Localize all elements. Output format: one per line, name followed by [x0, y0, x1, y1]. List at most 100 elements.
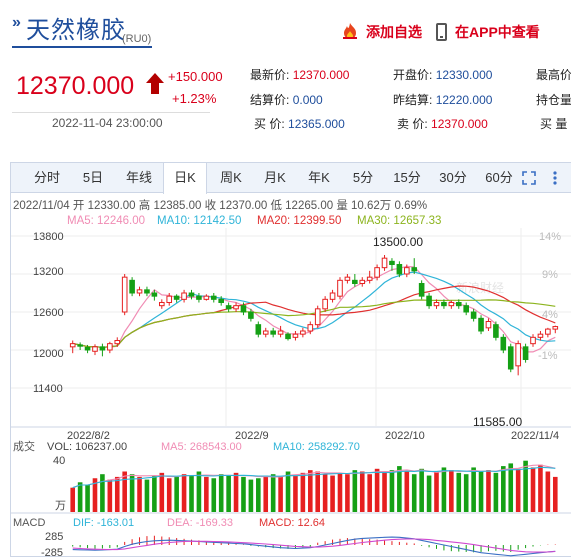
candle — [255, 321, 262, 338]
candle-body — [366, 276, 373, 281]
volume-bar — [278, 476, 283, 512]
candle — [277, 325, 284, 338]
tab-5min[interactable]: 5分 — [352, 170, 374, 185]
candle — [92, 344, 98, 356]
candle-body — [314, 308, 321, 326]
candle-body — [552, 326, 559, 330]
candle-body — [329, 292, 336, 300]
volume-bar — [100, 474, 105, 512]
instrument-name: 天然橡胶 — [26, 17, 126, 44]
vol-label: VOL: 106237.00 — [47, 441, 127, 453]
candle-body — [262, 330, 269, 335]
volume-bar — [218, 474, 224, 512]
macd-dea-label: DEA: -169.33 — [167, 517, 233, 529]
volume-bar — [441, 467, 447, 512]
candle-body — [114, 340, 121, 345]
candle — [188, 289, 195, 300]
add-watchlist-button[interactable]: 添加自选 — [340, 22, 422, 42]
add-watchlist-label: 添加自选 — [366, 24, 422, 40]
high-label: 13500.00 — [373, 235, 423, 249]
candle — [329, 289, 336, 303]
volume-bar — [285, 471, 291, 512]
candle — [433, 299, 440, 309]
candle-body — [404, 267, 410, 275]
tab-5day[interactable]: 5日 — [82, 170, 104, 185]
tab-yearly-k[interactable]: 年K — [308, 170, 330, 185]
volume-bar — [426, 475, 432, 512]
macd-dif-label: DIF: -163.01 — [73, 517, 134, 529]
date-tick: 2022/10 — [385, 430, 425, 442]
candle — [552, 325, 559, 334]
candle-body — [441, 302, 447, 307]
tab-15min[interactable]: 15分 — [393, 170, 421, 185]
field-open: 开盘价: 12330.000 — [393, 68, 493, 82]
volume-bar — [241, 476, 246, 512]
pct-tick: 14% — [539, 231, 561, 243]
candle — [270, 327, 276, 338]
price-tick: 12000 — [33, 348, 64, 360]
volume-bar — [159, 472, 165, 512]
volume-bar — [204, 476, 209, 512]
candle-body — [470, 311, 477, 319]
volume-bar — [174, 476, 179, 512]
candle — [107, 341, 113, 354]
pct-tick: -1% — [538, 350, 558, 362]
volume-bar — [300, 472, 306, 512]
candle-body — [322, 298, 328, 310]
fullscreen-icon[interactable] — [521, 170, 537, 186]
candle — [136, 286, 143, 297]
tab-60min[interactable]: 60分 — [485, 170, 513, 185]
candle-body — [389, 260, 395, 266]
candle — [389, 258, 395, 271]
candle-body — [107, 343, 113, 351]
candle-body — [121, 276, 128, 313]
volume-bar — [233, 472, 239, 512]
volume-bar — [478, 471, 484, 512]
volume-bar — [545, 471, 551, 512]
kline-chart[interactable]: 2022/11/04 开 12330.00 高 12385.00 收 12370… — [11, 194, 571, 557]
candle-body — [359, 279, 366, 285]
date-tick: 2022/9 — [235, 430, 269, 442]
phone-icon — [436, 23, 447, 41]
candle-body — [530, 336, 536, 345]
volume-bar — [508, 463, 514, 512]
pct-tick: 9% — [542, 269, 558, 281]
tab-weekly-k[interactable]: 周K — [220, 170, 242, 185]
candle-body — [69, 343, 76, 348]
volume-bar — [77, 482, 83, 512]
tab-monthly-k[interactable]: 月K — [264, 170, 286, 185]
candle-body — [463, 305, 469, 313]
candle-body — [478, 317, 484, 332]
open-in-app-label: 在APP中查看 — [455, 24, 540, 40]
volume-bar — [352, 470, 358, 512]
up-arrow-icon — [146, 73, 164, 83]
candle-body — [292, 333, 299, 338]
quote-timestamp: 2022-11-04 23:00:00 — [52, 116, 163, 130]
tab-intraday[interactable]: 分时 — [33, 170, 60, 185]
candle-body — [500, 336, 507, 351]
volume-bar — [382, 472, 387, 512]
candle-body — [92, 346, 98, 352]
candle-body — [344, 276, 351, 281]
more-options-icon[interactable] — [547, 170, 563, 186]
candle-body — [173, 295, 180, 300]
candle — [537, 331, 544, 341]
tab-30min[interactable]: 30分 — [439, 170, 467, 185]
candle-body — [255, 324, 262, 335]
volume-bar — [530, 467, 536, 512]
volume-bar — [397, 466, 402, 512]
candle-body — [337, 279, 343, 297]
volume-bar — [359, 471, 365, 512]
open-in-app-button[interactable]: 在APP中查看 — [436, 22, 540, 42]
macd-tick: -285 — [41, 547, 63, 557]
tab-yearline[interactable]: 年线 — [125, 170, 152, 185]
candle-body — [352, 279, 358, 285]
candle — [99, 343, 106, 357]
tab-daily-k[interactable]: 日K — [163, 163, 207, 194]
candle — [262, 327, 269, 338]
ohlc-info-line: 2022/11/04 开 12330.00 高 12385.00 收 12370… — [13, 198, 427, 212]
last-price: 12370.000 — [16, 72, 135, 100]
candle-body — [277, 330, 284, 335]
price-tick: 13200 — [33, 266, 64, 278]
volume-tick: 40 — [53, 455, 65, 467]
